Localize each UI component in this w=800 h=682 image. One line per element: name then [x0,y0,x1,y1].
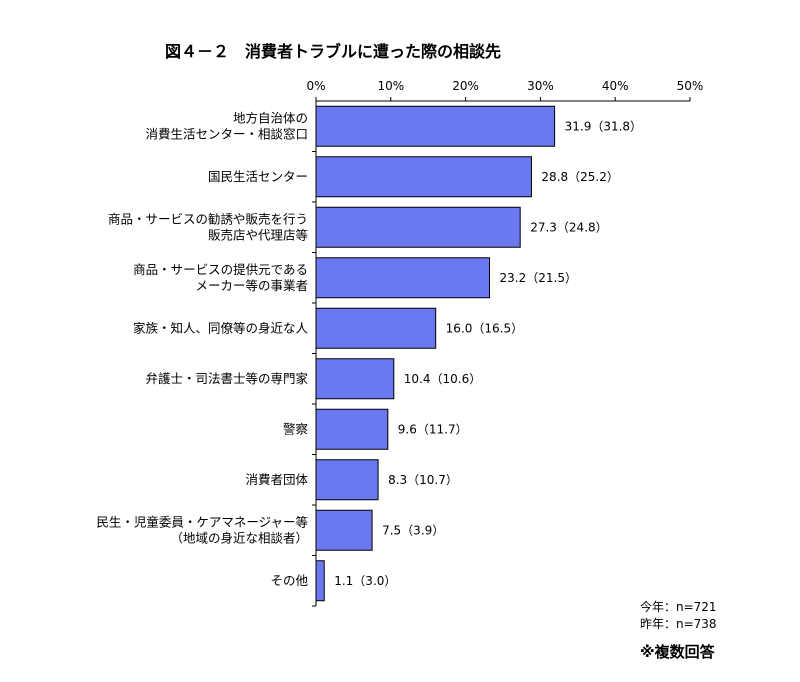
category-label: 民生・児童委員・ケアマネージャー等 [96,514,308,529]
bar [315,358,395,400]
bar-value-label: 8.3（10.7） [388,473,458,487]
category-label: 地方自治体の [233,110,308,125]
bar-value-label: 23.2（21.5） [500,271,577,285]
category-label: 消費者団体 [245,472,308,487]
x-tick-label: 0% [306,79,325,93]
bar [315,206,521,248]
category-label: メーカー等の事業者 [195,278,308,293]
category-label: 弁護士・司法書士等の専門家 [145,371,308,386]
category-label: 家族・知人、同僚等の身近な人 [133,320,309,335]
bar-value-label: 1.1（3.0） [334,574,396,588]
category-label: （地域の身近な相談者） [170,530,308,545]
bar-value-label: 31.9（31.8） [565,119,642,133]
bar-value-label: 28.8（25.2） [541,170,618,184]
bar [315,105,556,147]
bar-value-label: 16.0（16.5） [446,321,523,335]
category-label: 消費生活センター・相談窓口 [145,126,308,141]
bar-value-label: 10.4（10.6） [404,372,481,386]
category-label: 商品・サービスの提供元である [133,262,308,277]
bar [315,560,325,602]
category-label: 警察 [283,421,309,436]
bar [315,459,379,501]
x-tick-label: 50% [677,79,704,93]
bar [315,408,389,450]
category-label: 国民生活センター [208,169,308,184]
sample-size-previous: 昨年：n=738 [640,617,717,631]
bar [315,257,491,299]
bar [315,307,437,349]
bar [315,156,532,198]
footnote: ※複数回答 [640,643,715,661]
category-label: その他 [270,573,308,588]
category-label: 商品・サービスの勧誘や販売を行う [108,211,308,226]
bar-value-label: 7.5（3.9） [382,523,444,537]
x-tick-label: 10% [377,79,404,93]
x-tick-label: 30% [527,79,554,93]
bar-value-label: 9.6（11.7） [398,422,468,436]
x-tick-label: 40% [602,79,629,93]
bar [315,509,373,551]
bar-value-label: 27.3（24.8） [530,220,607,234]
chart-title: 図４－２ 消費者トラブルに遭った際の相談先 [165,42,502,61]
category-label: 販売店や代理店等 [208,227,308,242]
x-tick-label: 20% [452,79,479,93]
sample-size-current: 今年：n=721 [640,600,717,614]
